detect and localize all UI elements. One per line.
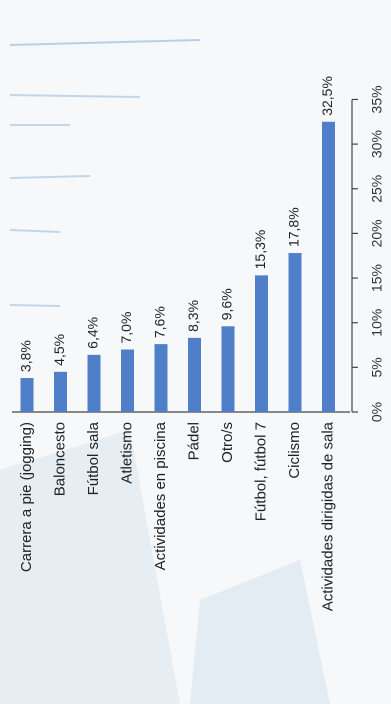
data-label: 6,4% (85, 317, 101, 349)
category-label: Baloncesto (51, 422, 68, 496)
bar (54, 371, 67, 412)
value-tick-label: 10% (369, 309, 385, 337)
data-label: 7,0% (118, 312, 134, 344)
category-label: Pádel (185, 422, 202, 460)
category-label: Fútbol sala (85, 421, 102, 495)
value-tick-label: 5% (369, 357, 385, 377)
value-tick-label: 30% (369, 130, 385, 158)
decorative-line (9, 175, 91, 179)
category-label: Actividades dirigidas de sala (319, 421, 336, 611)
bar (20, 378, 34, 412)
category-label: Otro/s (219, 422, 236, 463)
data-label: 15,3% (252, 230, 268, 270)
value-tick-label: 20% (369, 219, 385, 247)
chart-data-labels: 3,8% 4,5% 6,4% 7,0% 7,6% 8,3% 9,6% 15,3% 17,8% 32… (18, 76, 336, 372)
data-label: 9,6% (219, 288, 235, 320)
decorative-stripe (190, 560, 330, 704)
bar (221, 326, 235, 412)
decorative-line (9, 304, 61, 307)
decorative-line (9, 94, 141, 98)
data-label: 8,3% (185, 300, 201, 332)
value-tick-label: 0% (369, 402, 385, 422)
bar (154, 344, 168, 412)
category-label: Fútbol, fútbol 7 (252, 422, 269, 521)
category-label: Actividades en piscina (152, 421, 169, 570)
data-label: 17,8% (286, 207, 302, 247)
chart-tick-labels: 0% 5% 10% 15% 20% 25% 30% 35% (369, 85, 385, 422)
bar (322, 121, 335, 413)
chart-category-labels: Carrera a pie (jogging) Baloncesto Fútbol … (18, 421, 337, 611)
decorative-line (9, 39, 201, 46)
category-label: Atletismo (118, 422, 135, 484)
data-label: 32,5% (319, 76, 335, 116)
bar (255, 275, 268, 412)
value-tick-label: 25% (369, 175, 385, 203)
value-tick-label: 35% (369, 85, 385, 113)
category-label: Ciclismo (286, 422, 303, 479)
value-tick-label: 15% (369, 264, 385, 292)
bar (87, 354, 101, 412)
data-label: 4,5% (51, 334, 67, 366)
decorative-stripe (0, 430, 180, 704)
chart-bars (20, 121, 335, 413)
data-label: 3,8% (18, 340, 34, 372)
decorative-line (9, 229, 61, 233)
bar (288, 253, 302, 412)
bar (188, 337, 201, 412)
bar (121, 349, 134, 412)
category-label: Carrera a pie (jogging) (18, 422, 35, 572)
data-label: 7,6% (152, 306, 168, 338)
